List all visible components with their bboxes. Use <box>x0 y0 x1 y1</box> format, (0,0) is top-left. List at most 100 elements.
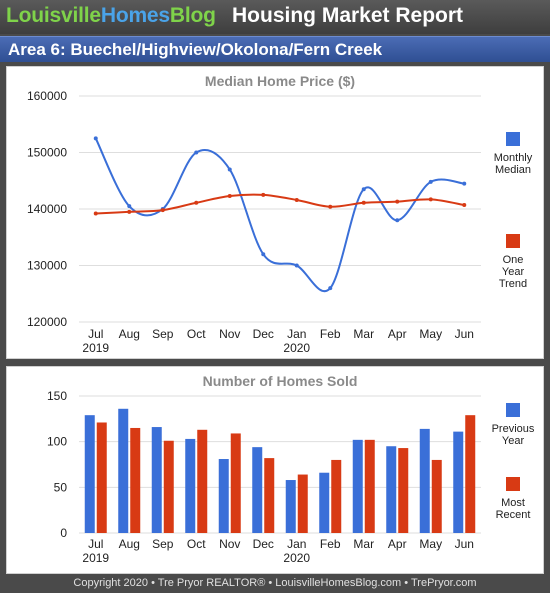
series-line <box>94 137 465 293</box>
series-line <box>95 193 465 215</box>
x-tick-label: Nov <box>219 327 240 341</box>
data-point <box>93 211 98 216</box>
x-tick-label: Mar <box>353 327 374 341</box>
data-point <box>428 197 433 202</box>
footer-bar: Copyright 2020 • Tre Pryor REALTOR® • Lo… <box>0 575 550 593</box>
bar <box>285 480 296 533</box>
year-label: 2020 <box>283 341 310 355</box>
x-tick-label: Aug <box>119 327 140 341</box>
y-tick-label: 0 <box>60 526 67 540</box>
bar <box>264 458 275 533</box>
x-tick-label: Jul <box>88 327 103 341</box>
legend-swatch <box>506 403 520 417</box>
bar <box>419 428 430 533</box>
brand-logo[interactable]: LouisvilleHomesBlog <box>6 4 216 28</box>
data-point <box>194 200 199 205</box>
data-point <box>127 209 132 214</box>
y-tick-label: 150 <box>47 389 67 403</box>
x-tick-label: Oct <box>187 537 206 551</box>
data-point <box>261 252 266 257</box>
legend-label: Monthly <box>494 152 533 164</box>
data-point <box>227 194 232 199</box>
data-point <box>261 192 266 197</box>
legend-swatch <box>506 477 520 491</box>
bar <box>130 427 141 533</box>
year-label: 2019 <box>82 551 109 565</box>
data-point <box>361 187 366 192</box>
bar <box>118 408 129 533</box>
legend-label: Previous <box>492 423 535 435</box>
x-tick-label: May <box>419 327 442 341</box>
x-tick-label: Apr <box>388 537 407 551</box>
y-tick-label: 130000 <box>27 259 67 273</box>
y-tick-label: 120000 <box>27 315 67 329</box>
brand-part-blog: Blog <box>169 4 216 27</box>
data-point <box>328 286 333 291</box>
x-tick-label: Jul <box>88 537 103 551</box>
footer-text: Copyright 2020 • Tre Pryor REALTOR® • Lo… <box>73 577 477 589</box>
brand-part-louisville: Louisville <box>6 4 101 27</box>
x-tick-label: Aug <box>119 537 140 551</box>
bar <box>96 422 107 533</box>
area-title: Area 6: Buechel/Highview/Okolona/Fern Cr… <box>8 40 383 59</box>
x-tick-label: Apr <box>388 327 407 341</box>
bar <box>230 433 241 533</box>
x-tick-label: Jun <box>455 537 474 551</box>
x-tick-label: Dec <box>253 537 274 551</box>
brand-part-homes: Homes <box>100 4 170 27</box>
bar <box>331 459 342 533</box>
bar <box>185 438 196 533</box>
bar <box>151 427 162 533</box>
bar <box>197 429 208 533</box>
x-tick-label: May <box>419 537 442 551</box>
legend-swatch <box>506 132 520 146</box>
bar <box>398 448 409 533</box>
bar <box>364 439 375 533</box>
homes-sold-chart: Number of Homes Sold 150 100 50 0 Jul Aug Sep Oc… <box>47 373 535 565</box>
year-label: 2019 <box>82 341 109 355</box>
x-tick-label: Sep <box>152 537 174 551</box>
bar <box>297 474 308 533</box>
bar <box>319 472 330 533</box>
legend-label: Year <box>502 435 525 447</box>
area-bar: Area 6: Buechel/Highview/Okolona/Fern Cr… <box>0 36 550 62</box>
data-point <box>395 199 400 204</box>
bar <box>352 439 363 533</box>
median-price-chart: Median Home Price ($) 160000 150000 140000 1… <box>27 73 533 355</box>
bar <box>163 440 174 533</box>
x-tick-label: Jan <box>287 537 306 551</box>
median-price-panel: Median Home Price ($) 160000 150000 140000 1… <box>6 66 544 359</box>
homes-sold-panel: Number of Homes Sold 150 100 50 0 Jul Aug Sep Oc… <box>6 366 544 574</box>
bar <box>252 447 263 533</box>
x-tick-label: Jan <box>287 327 306 341</box>
data-point <box>194 150 199 155</box>
legend-swatch <box>506 234 520 248</box>
x-tick-label: Feb <box>320 537 341 551</box>
bar <box>431 459 442 533</box>
x-tick-label: Feb <box>320 327 341 341</box>
data-point <box>127 204 132 209</box>
header-bar: LouisvilleHomesBlog Housing Market Repor… <box>0 0 550 34</box>
data-point <box>462 203 467 208</box>
data-point <box>93 136 98 141</box>
legend-label: Recent <box>496 509 531 521</box>
data-point <box>227 167 232 172</box>
data-point <box>462 181 467 186</box>
x-tick-label: Nov <box>219 537 240 551</box>
legend-label: Trend <box>499 278 527 290</box>
chart-title: Number of Homes Sold <box>203 373 358 389</box>
legend-label: One <box>503 254 524 266</box>
year-label: 2020 <box>283 551 310 565</box>
y-tick-label: 50 <box>54 480 68 494</box>
x-tick-label: Sep <box>152 327 174 341</box>
legend-label: Most <box>501 497 525 509</box>
x-tick-label: Oct <box>187 327 206 341</box>
data-point <box>294 197 299 202</box>
y-tick-label: 160000 <box>27 89 67 103</box>
x-tick-label: Jun <box>455 327 474 341</box>
bar <box>453 431 464 533</box>
y-tick-label: 100 <box>47 435 67 449</box>
y-tick-label: 140000 <box>27 202 67 216</box>
data-point <box>160 208 165 213</box>
bar <box>386 446 397 533</box>
